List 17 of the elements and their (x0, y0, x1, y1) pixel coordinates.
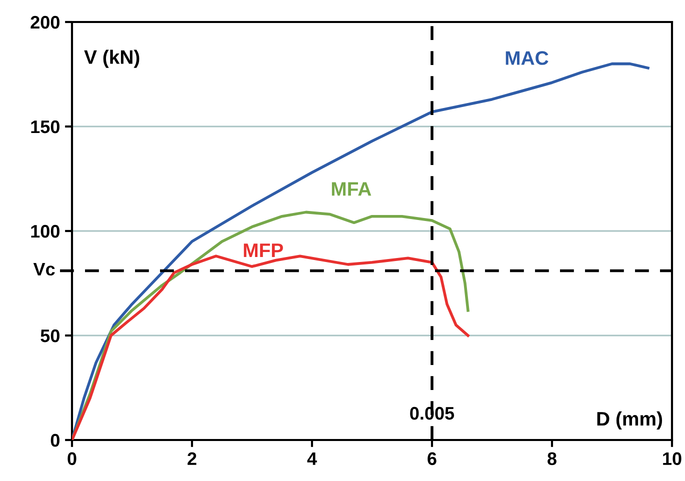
x-tick-label: 2 (188, 452, 196, 465)
y-tick-label: 200 (30, 16, 60, 29)
y-tick-label: 50 (40, 329, 60, 342)
y-tick-label: 150 (31, 120, 60, 134)
x-axis-title: D (mm) (597, 411, 662, 430)
x-tick-label: 4 (307, 452, 317, 465)
x-tick-label: 10 (663, 452, 682, 466)
y-axis-title: V (kN) (84, 50, 140, 68)
x-tick-label: 8 (548, 452, 556, 466)
y-tick-label: 100 (31, 224, 60, 238)
y-tick-label: 0 (50, 434, 60, 447)
ref-line-label: Vc (33, 262, 55, 276)
x-tick-label: 6 (428, 452, 436, 466)
series-label: MFA (332, 182, 372, 196)
x-tick-label: 0 (68, 452, 76, 466)
series-label: MAC (506, 51, 548, 65)
series-label: MFP (244, 244, 283, 257)
